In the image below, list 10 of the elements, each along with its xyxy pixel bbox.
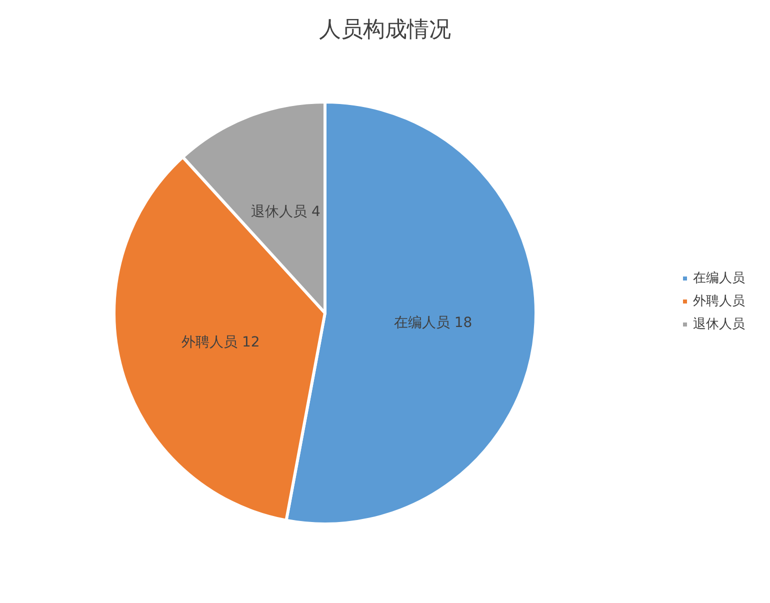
legend-label: 外聘人员	[693, 294, 745, 309]
data-label: 18	[454, 315, 472, 332]
slice-label: 在编人员	[394, 315, 450, 332]
slice-label: 退休人员	[251, 204, 308, 220]
chart-title: 人员构成情况	[319, 18, 451, 42]
legend-label: 退休人员	[693, 317, 745, 332]
legend-label: 在编人员	[693, 271, 745, 286]
data-label: 12	[242, 334, 260, 351]
slice-label: 外聘人员	[182, 334, 238, 351]
data-label: 4	[312, 204, 321, 220]
